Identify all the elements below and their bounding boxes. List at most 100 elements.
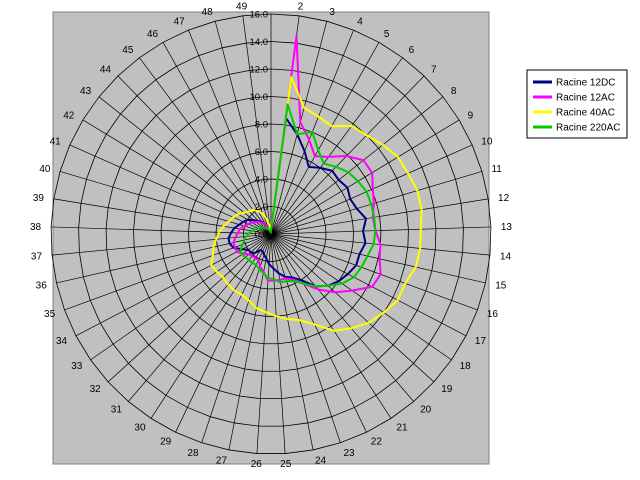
category-label: 21	[396, 422, 408, 433]
category-label: 33	[71, 361, 83, 372]
grid-spoke	[270, 57, 403, 235]
grid-spoke	[56, 233, 272, 284]
grid-spoke	[270, 198, 489, 235]
grid-spoke	[256, 233, 272, 454]
category-label: 16	[487, 309, 499, 320]
radial-tick-label: 14.0	[250, 37, 269, 48]
grid-spoke	[69, 144, 272, 235]
grid-spoke	[270, 233, 452, 361]
category-label: 26	[251, 459, 263, 470]
category-label: 24	[315, 455, 327, 466]
category-label: 47	[174, 16, 186, 27]
grid-spoke	[270, 233, 341, 443]
grid-spoke	[139, 57, 272, 235]
grid	[50, 13, 492, 454]
series-line	[232, 35, 382, 294]
radial-tick-label: 2.0	[255, 202, 268, 213]
series-line	[227, 117, 368, 288]
grid-ring	[215, 178, 327, 290]
grid-spoke	[270, 233, 486, 284]
grid-spoke	[270, 233, 467, 337]
category-label: 19	[441, 384, 453, 395]
radial-tick-label: 16.0	[250, 10, 269, 21]
series-line	[239, 103, 377, 288]
legend-label: Racine 12AC	[556, 93, 615, 104]
grid-spoke	[270, 119, 460, 235]
category-label: 12	[498, 193, 510, 204]
category-label: 37	[31, 252, 43, 263]
category-label: 38	[30, 222, 42, 233]
grid-spoke	[270, 171, 483, 235]
category-label: 39	[33, 193, 45, 204]
grid-spoke	[82, 119, 272, 235]
grid-ring	[160, 123, 382, 345]
category-label: 45	[122, 45, 134, 56]
grid-spoke	[242, 15, 272, 235]
grid-spoke	[188, 29, 272, 235]
category-label: 6	[409, 45, 415, 56]
category-label: 3	[329, 7, 335, 18]
grid-ring	[188, 151, 354, 317]
category-label: 22	[371, 437, 383, 448]
category-label: 48	[202, 7, 214, 18]
radial-tick-label: 6.0	[255, 147, 268, 158]
legend-label: Racine 220AC	[556, 123, 620, 134]
grid-ring	[78, 41, 464, 427]
legend-label: Racine 40AC	[556, 108, 615, 119]
category-label: 43	[80, 86, 92, 97]
series-lines	[210, 35, 423, 332]
grid-spoke	[128, 233, 272, 402]
grid-ring	[133, 96, 409, 372]
grid-spoke	[270, 233, 314, 451]
category-label: 40	[39, 164, 51, 175]
series-line	[210, 76, 423, 332]
grid-ring	[105, 68, 437, 400]
category-label: 9	[468, 110, 474, 121]
grid-spoke	[270, 21, 328, 235]
grid-spoke	[270, 233, 435, 383]
category-label: 11	[491, 164, 502, 175]
category-label: 32	[90, 384, 102, 395]
grid-spoke	[162, 42, 272, 235]
category-label: 28	[187, 448, 199, 459]
grid-spoke	[75, 233, 272, 337]
category-label: 2	[298, 1, 304, 12]
grid-spoke	[270, 233, 367, 433]
grid-spoke	[270, 233, 392, 419]
radial-tick-label: 10.0	[250, 92, 269, 103]
grid-spoke	[64, 233, 272, 311]
grid-spoke	[59, 171, 272, 235]
legend: Racine 12DC Racine 12AC Racine 40AC Racine …	[526, 69, 628, 139]
grid-spoke	[270, 233, 414, 402]
category-label: 23	[343, 448, 355, 459]
grid-spoke	[98, 96, 272, 235]
grid-spoke	[270, 233, 478, 311]
category-labels: 2345678910111213141516171819202122232425…	[30, 1, 512, 470]
category-label: 46	[147, 29, 159, 40]
grid-ring	[50, 13, 492, 454]
category-label: 31	[111, 405, 123, 416]
category-label: 14	[500, 252, 512, 263]
category-label: 42	[63, 110, 75, 121]
category-label: 15	[495, 281, 507, 292]
category-label: 27	[216, 455, 228, 466]
category-label: 44	[100, 64, 112, 75]
category-label: 5	[384, 29, 390, 40]
category-label: 8	[451, 86, 457, 97]
category-label: 10	[481, 136, 493, 147]
radial-tick-label: 12.0	[250, 65, 269, 76]
grid-spoke	[270, 226, 491, 235]
category-label: 41	[50, 136, 62, 147]
category-label: 34	[56, 336, 68, 347]
grid-spoke	[270, 75, 425, 235]
category-label: 20	[420, 405, 432, 416]
category-label: 7	[431, 64, 437, 75]
category-label: 49	[236, 1, 248, 12]
radial-tick-label: 4.0	[255, 175, 268, 186]
grid-spoke	[51, 226, 272, 235]
grid-spoke	[270, 233, 286, 454]
category-label: 29	[160, 437, 172, 448]
grid-spoke	[175, 233, 272, 433]
category-label: 17	[475, 336, 487, 347]
